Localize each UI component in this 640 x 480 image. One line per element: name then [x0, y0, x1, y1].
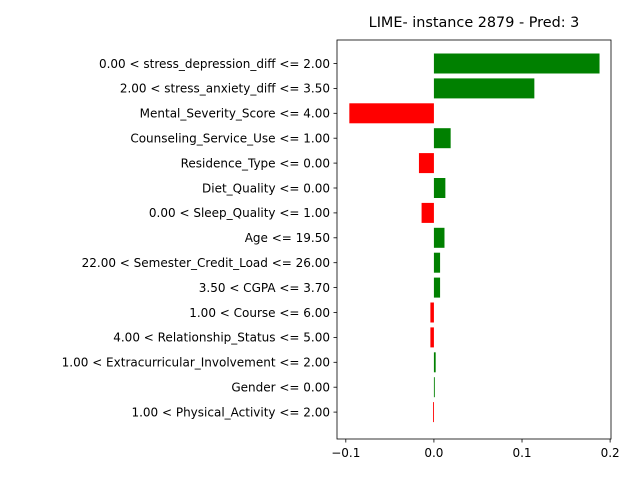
bar-4 [418, 153, 434, 174]
bar-14 [433, 402, 434, 423]
bar-10 [430, 302, 434, 323]
plot-frame [336, 39, 612, 440]
y-tick-label: Diet_Quality <= 0.00 [202, 181, 330, 195]
bars-group [349, 53, 600, 423]
y-tick-label: 4.00 < Relationship_Status <= 5.00 [113, 331, 330, 345]
y-tick-label: Gender <= 0.00 [231, 381, 330, 395]
bar-8 [433, 252, 441, 273]
chart-title: LIME- instance 2879 - Pred: 3 [369, 15, 580, 31]
bar-2 [349, 103, 434, 124]
y-tick-label: 1.00 < Physical_Activity <= 2.00 [131, 405, 330, 419]
y-tick-label: 1.00 < Course <= 6.00 [189, 306, 330, 320]
x-tick-label: 0.2 [601, 446, 620, 460]
bar-0 [433, 53, 600, 74]
y-tick-label: Mental_Severity_Score <= 4.00 [140, 107, 330, 121]
bar-13 [433, 377, 435, 398]
x-tick-label: −0.1 [331, 446, 360, 460]
bar-5 [433, 178, 446, 198]
y-tick-label: Residence_Type <= 0.00 [181, 156, 330, 170]
y-tick-label: 22.00 < Semester_Credit_Load <= 26.00 [82, 256, 330, 270]
y-tick-label: 3.50 < CGPA <= 3.70 [199, 281, 330, 295]
bar-11 [430, 327, 434, 348]
y-tick-group: 0.00 < stress_depression_diff <= 2.00 2.0… [62, 57, 337, 419]
x-tick-label: 0.0 [424, 446, 443, 460]
y-tick-label: 1.00 < Extracurricular_Involvement <= 2.… [62, 356, 330, 370]
y-tick-label: 0.00 < Sleep_Quality <= 1.00 [149, 206, 330, 220]
bar-1 [433, 78, 535, 99]
x-tick-label: 0.1 [512, 446, 531, 460]
bar-7 [433, 227, 445, 248]
y-tick-label: Age <= 19.50 [245, 231, 330, 245]
y-tick-label: 0.00 < stress_depression_diff <= 2.00 [99, 57, 330, 71]
y-tick-label: Counseling_Service_Use <= 1.00 [130, 132, 330, 146]
x-tick-group: −0.1 0.0 0.1 0.2 [331, 439, 620, 460]
bar-9 [433, 277, 441, 298]
bar-6 [421, 202, 434, 223]
bar-12 [433, 352, 436, 373]
bar-3 [433, 128, 451, 149]
y-tick-label: 2.00 < stress_anxiety_diff <= 3.50 [120, 82, 330, 96]
